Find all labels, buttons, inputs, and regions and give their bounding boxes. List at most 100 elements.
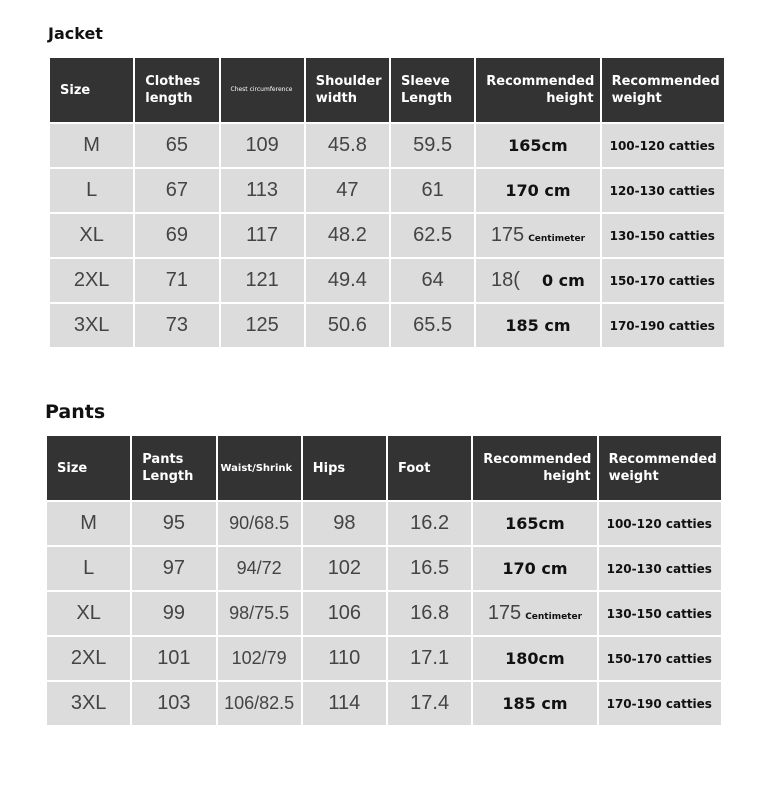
column-header: Recommended weight [599, 56, 727, 124]
recommended-weight-cell: 170-190 catties [599, 302, 727, 349]
recommended-height-cell: 185 cm [474, 302, 602, 349]
recommended-height-cell: 180cm [471, 635, 599, 682]
recommended-height-cell: 170 cm [471, 545, 599, 592]
table-row: XL 99 98/75.5 106 16.8 175 Centimeter 130-150 c… [44, 590, 724, 637]
measurement-cell: 98/75.5 [215, 590, 303, 637]
measurement-cell: 103 [130, 680, 218, 727]
measurement-cell: 17.1 [385, 635, 474, 682]
height-value: 175 [490, 224, 525, 246]
measurement-cell: 49.4 [303, 257, 392, 304]
column-header: Chest circumference [218, 56, 306, 124]
measurement-cell: 67 [133, 167, 221, 214]
recommended-weight-cell: 100-120 catties [599, 122, 727, 169]
measurement-cell: 16.8 [385, 590, 474, 637]
measurement-cell: 47 [303, 167, 392, 214]
column-header: Recommended height [471, 434, 599, 502]
measurement-cell: 102/79 [215, 635, 303, 682]
height-value: 185 cm [505, 316, 571, 335]
measurement-cell: 62.5 [388, 212, 477, 259]
measurement-cell: 106 [300, 590, 389, 637]
header-row: Size Clothes length Chest circumference Sho… [47, 56, 727, 124]
measurement-cell: 101 [130, 635, 218, 682]
measurement-cell: 110 [300, 635, 389, 682]
measurement-cell: 65 [133, 122, 221, 169]
table-row: L 67 113 47 61 170 cm 120-130 catties [47, 167, 727, 214]
height-value: 175 [487, 602, 522, 624]
header-row: Size Pants Length Waist/Shrink Hips Foot Reco… [44, 434, 724, 502]
height-value: 170 cm [505, 181, 571, 200]
jacket-title: Jacket [48, 24, 103, 43]
size-cell: M [47, 122, 136, 169]
table-row: M 95 90/68.5 98 16.2 165cm 100-120 catties [44, 500, 724, 547]
measurement-cell: 114 [300, 680, 389, 727]
size-cell: XL [47, 212, 136, 259]
column-header: Size [47, 56, 136, 124]
measurement-cell: 16.5 [385, 545, 474, 592]
measurement-cell: 109 [218, 122, 306, 169]
recommended-height-cell: 165cm [471, 500, 599, 547]
measurement-cell: 73 [133, 302, 221, 349]
size-cell: M [44, 500, 133, 547]
table-row: M 65 109 45.8 59.5 165cm 100-120 catties [47, 122, 727, 169]
height-value: 185 cm [502, 694, 568, 713]
column-header: Recommended height [474, 56, 602, 124]
table-row: 3XL 73 125 50.6 65.5 185 cm 170-190 catties [47, 302, 727, 349]
recommended-weight-cell: 100-120 catties [596, 500, 724, 547]
height-unit: Centimeter [525, 612, 583, 622]
column-header: Sleeve Length [388, 56, 477, 124]
column-header: Size [44, 434, 133, 502]
column-header: Waist/Shrink [215, 434, 303, 502]
measurement-cell: 71 [133, 257, 221, 304]
height-value: 180cm [505, 649, 565, 668]
recommended-weight-cell: 170-190 catties [596, 680, 724, 727]
height-unit: 0 cm [541, 271, 585, 290]
recommended-height-cell: 170 cm [474, 167, 602, 214]
measurement-cell: 95 [130, 500, 218, 547]
measurement-cell: 69 [133, 212, 221, 259]
size-cell: 3XL [47, 302, 136, 349]
measurement-cell: 90/68.5 [215, 500, 303, 547]
size-cell: L [47, 167, 136, 214]
measurement-cell: 99 [130, 590, 218, 637]
measurement-cell: 48.2 [303, 212, 392, 259]
recommended-weight-cell: 120-130 catties [596, 545, 724, 592]
measurement-cell: 17.4 [385, 680, 474, 727]
measurement-cell: 16.2 [385, 500, 474, 547]
column-header: Clothes length [133, 56, 221, 124]
recommended-weight-cell: 130-150 catties [599, 212, 727, 259]
height-value: 165cm [508, 136, 568, 155]
height-value: 165cm [505, 514, 565, 533]
recommended-height-cell: 175 Centimeter [474, 212, 602, 259]
size-cell: 3XL [44, 680, 133, 727]
pants-title: Pants [45, 401, 106, 423]
measurement-cell: 59.5 [388, 122, 477, 169]
height-value: 18( [491, 269, 520, 291]
size-cell: L [44, 545, 133, 592]
size-cell: XL [44, 590, 133, 637]
jacket-size-table: Size Clothes length Chest circumference Sho… [47, 56, 727, 349]
measurement-cell: 102 [300, 545, 389, 592]
height-value: 170 cm [502, 559, 568, 578]
size-cell: 2XL [44, 635, 133, 682]
recommended-weight-cell: 150-170 catties [599, 257, 727, 304]
table-row: 2XL 101 102/79 110 17.1 180cm 150-170 catties [44, 635, 724, 682]
measurement-cell: 106/82.5 [215, 680, 303, 727]
height-unit: Centimeter [528, 234, 586, 244]
column-header: Foot [385, 434, 474, 502]
size-cell: 2XL [47, 257, 136, 304]
table-row: XL 69 117 48.2 62.5 175 Centimeter 130-150 catt… [47, 212, 727, 259]
recommended-height-cell: 18( 0 cm [474, 257, 602, 304]
measurement-cell: 98 [300, 500, 389, 547]
column-header: Pants Length [130, 434, 218, 502]
recommended-weight-cell: 150-170 catties [596, 635, 724, 682]
column-header: Hips [300, 434, 389, 502]
measurement-cell: 113 [218, 167, 306, 214]
measurement-cell: 97 [130, 545, 218, 592]
recommended-weight-cell: 130-150 catties [596, 590, 724, 637]
measurement-cell: 94/72 [215, 545, 303, 592]
column-header: Recommended weight [596, 434, 724, 502]
measurement-cell: 50.6 [303, 302, 392, 349]
measurement-cell: 61 [388, 167, 477, 214]
recommended-height-cell: 175 Centimeter [471, 590, 599, 637]
measurement-cell: 121 [218, 257, 306, 304]
